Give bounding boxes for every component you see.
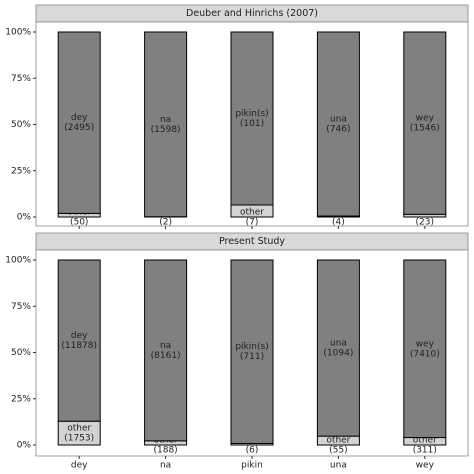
- y-tick-label: 0%: [17, 213, 32, 223]
- segment-value-label: (1546): [410, 124, 440, 134]
- y-tick-label: 25%: [11, 166, 31, 176]
- segment-value-label: (4): [332, 218, 345, 228]
- y-tick-label: 100%: [5, 28, 31, 38]
- segment-value-label: (6): [246, 446, 259, 456]
- segment-value-label: (311): [413, 446, 437, 456]
- y-tick-label: 100%: [5, 256, 31, 266]
- segment-value-label: (8161): [151, 351, 181, 361]
- segment-label: pikin(s): [235, 342, 268, 352]
- segment-label: dey: [71, 331, 88, 341]
- segment-label: una: [330, 115, 347, 125]
- bar-segment: [316, 259, 360, 437]
- segment-value-label: (101): [240, 119, 264, 129]
- segment-value-label: (7): [246, 218, 259, 228]
- bar-segment: [403, 31, 447, 215]
- segment-label: other: [67, 424, 91, 434]
- segment-value-label: (188): [153, 446, 177, 456]
- bar-segment: [57, 259, 101, 422]
- bar-segment: [144, 31, 188, 218]
- bar-segment: [230, 259, 274, 444]
- x-tick-label: dey: [71, 461, 88, 471]
- y-tick-label: 50%: [11, 120, 31, 130]
- segment-value-label: (50): [70, 218, 88, 228]
- segment-value-label: (23): [416, 218, 434, 228]
- segment-value-label: (2495): [64, 123, 94, 133]
- segment-value-label: (55): [329, 446, 347, 456]
- x-tick-label: wey: [416, 461, 435, 471]
- segment-label: other: [240, 208, 264, 218]
- y-tick-label: 50%: [11, 348, 31, 358]
- segment-value-label: (711): [240, 352, 264, 362]
- segment-value-label: (1753): [64, 434, 94, 444]
- y-tick-label: 75%: [11, 74, 31, 84]
- segment-label: wey: [416, 339, 435, 349]
- segment-label: other: [326, 436, 350, 446]
- segment-value-label: (11878): [61, 341, 97, 351]
- x-tick-label: na: [160, 461, 171, 471]
- segment-label: pikin(s): [235, 109, 268, 119]
- segment-label: other: [413, 436, 437, 446]
- bar-segment: [316, 31, 360, 217]
- segment-value-label: (2): [159, 218, 172, 228]
- segment-value-label: (1598): [151, 125, 181, 135]
- segment-value-label: (1094): [323, 349, 353, 359]
- panel-title: Present Study: [219, 236, 285, 247]
- segment-label: una: [330, 339, 347, 349]
- y-tick-label: 25%: [11, 394, 31, 404]
- bar-segment: [403, 259, 447, 439]
- segment-value-label: (7410): [410, 349, 440, 359]
- y-tick-label: 0%: [17, 441, 32, 451]
- x-tick-label: pikin: [241, 461, 263, 471]
- panel-title: Deuber and Hinrichs (2007): [186, 8, 318, 19]
- x-tick-label: una: [330, 461, 347, 471]
- segment-value-label: (746): [326, 125, 350, 135]
- bar-segment: [57, 31, 101, 214]
- bar-segment: [230, 31, 274, 206]
- segment-label: wey: [416, 114, 435, 124]
- bar-segment: [144, 259, 188, 442]
- segment-label: na: [160, 115, 171, 125]
- segment-label: dey: [71, 113, 88, 123]
- segment-label: na: [160, 341, 171, 351]
- y-tick-label: 75%: [11, 302, 31, 312]
